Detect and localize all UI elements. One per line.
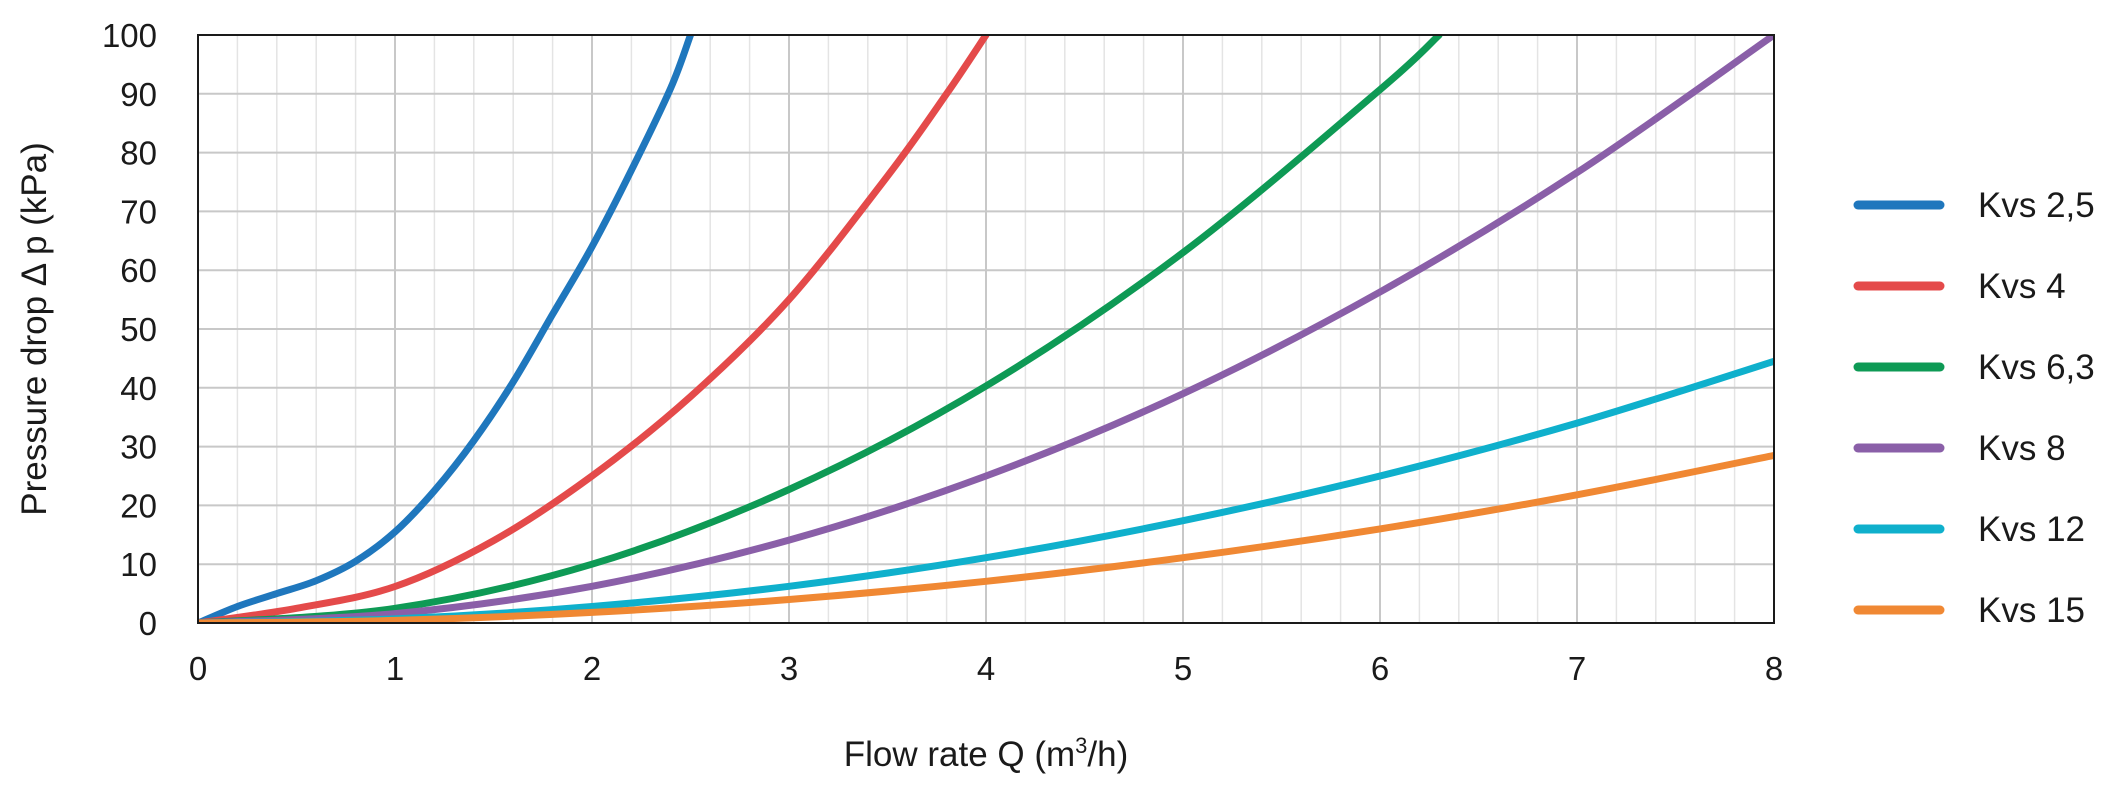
series-line-kvs-8	[198, 35, 1774, 623]
y-tick-label: 40	[120, 370, 157, 407]
series-line-kvs-6-3	[198, 35, 1443, 623]
x-tick-label: 4	[977, 650, 995, 687]
legend-label-kvs-8: Kvs 8	[1978, 429, 2066, 468]
legend-label-kvs-4: Kvs 4	[1978, 267, 2066, 306]
legend-label-kvs-12: Kvs 12	[1978, 510, 2085, 549]
plot-frame	[197, 34, 1775, 624]
y-tick-label: 100	[102, 17, 157, 54]
y-tick-label: 10	[120, 546, 157, 583]
x-tick-label: 0	[189, 650, 207, 687]
x-tick-label: 5	[1174, 650, 1192, 687]
y-tick-label: 20	[120, 487, 157, 524]
x-tick-label: 7	[1568, 650, 1586, 687]
y-tick-label: 0	[139, 605, 157, 642]
y-tick-label: 90	[120, 76, 157, 113]
y-tick-label: 80	[120, 135, 157, 172]
series-line-kvs-15	[198, 451, 1774, 623]
legend: Kvs 2,5 Kvs 4 Kvs 6,3 Kvs 8 Kvs 12 Kvs 15	[1853, 186, 2095, 630]
series-line-kvs-4	[198, 35, 990, 623]
series-lines	[198, 35, 1774, 623]
y-tick-label: 30	[120, 429, 157, 466]
x-tick-label: 2	[583, 650, 601, 687]
y-tick-label: 60	[120, 252, 157, 289]
x-tick-label: 1	[386, 650, 404, 687]
y-tick-labels: 0 10 20 30 40 50 60 70 80 90 100	[102, 17, 157, 642]
x-tick-label: 8	[1765, 650, 1783, 687]
x-tick-label: 3	[780, 650, 798, 687]
series-line-kvs-2-5	[198, 35, 694, 623]
legend-label-kvs-2-5: Kvs 2,5	[1978, 186, 2095, 225]
y-tick-label: 50	[120, 311, 157, 348]
x-axis-title: Flow rate Q (m3/h)	[844, 733, 1129, 774]
x-tick-labels: 0 1 2 3 4 5 6 7 8	[189, 650, 1783, 687]
legend-label-kvs-15: Kvs 15	[1978, 591, 2085, 630]
y-tick-label: 70	[120, 193, 157, 230]
y-axis-title: Pressure drop Δ p (kPa)	[15, 142, 54, 516]
legend-label-kvs-6-3: Kvs 6,3	[1978, 348, 2095, 387]
x-tick-label: 6	[1371, 650, 1389, 687]
